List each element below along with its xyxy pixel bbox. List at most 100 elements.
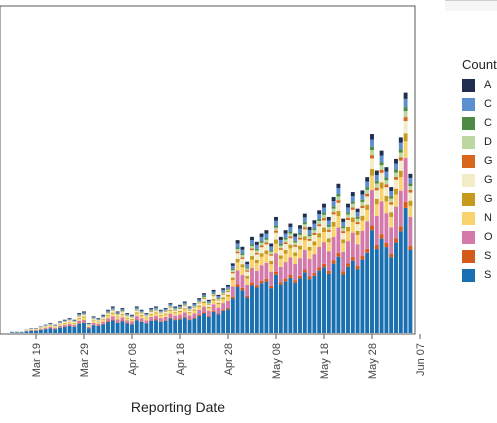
bar-segment: [221, 297, 225, 299]
bar-segment: [39, 328, 43, 329]
bar-segment: [394, 180, 398, 189]
bar-segment: [370, 190, 374, 225]
bar-segment: [356, 266, 360, 269]
bar-segment: [96, 319, 100, 320]
bar-segment: [101, 315, 105, 316]
bar-segment: [48, 324, 52, 325]
bar-segment: [327, 225, 331, 227]
bar-segment: [87, 325, 91, 326]
bar-segment: [327, 217, 331, 220]
bar-segment: [250, 240, 254, 244]
bar-segment: [384, 184, 388, 187]
bar-segment: [360, 208, 364, 216]
legend-swatch: [462, 212, 475, 225]
bar-segment: [399, 177, 403, 191]
bar-segment: [408, 250, 412, 333]
bar-segment: [394, 159, 398, 164]
bar-segment: [255, 263, 259, 271]
bar-segment: [380, 170, 384, 173]
legend-item: N: [462, 212, 497, 226]
x-tick-label: Apr 28: [223, 343, 235, 375]
bar-segment: [168, 304, 172, 305]
bar-segment: [144, 320, 148, 323]
bar-segment: [260, 243, 264, 246]
bar-segment: [168, 311, 172, 314]
legend-item: S: [462, 250, 497, 264]
bar-segment: [149, 320, 153, 321]
bar-segment: [394, 243, 398, 333]
bar-segment: [212, 311, 216, 312]
legend-item: C: [462, 98, 497, 112]
bar-segment: [380, 151, 384, 156]
bar-segment: [351, 233, 355, 257]
bar-segment: [92, 316, 96, 317]
bar-segment: [120, 312, 124, 314]
bar-segment: [231, 280, 235, 286]
bar-segment: [370, 225, 374, 230]
bar-segment: [212, 299, 216, 301]
bar-segment: [293, 253, 297, 256]
bar-segment: [279, 244, 283, 246]
bar-segment: [82, 317, 86, 318]
bar-segment: [221, 310, 225, 311]
bar-segment: [140, 322, 144, 333]
bar-segment: [269, 254, 273, 256]
bar-segment: [245, 267, 249, 268]
bar-segment: [164, 317, 168, 320]
bar-segment: [207, 300, 211, 301]
bar-segment: [101, 324, 105, 325]
bar-segment: [346, 212, 350, 214]
bar-segment: [87, 326, 91, 327]
bar-segment: [370, 155, 374, 158]
bar-segment: [106, 322, 110, 333]
bar-segment: [380, 201, 384, 234]
bar-segment: [149, 315, 153, 317]
bar-segment: [317, 224, 321, 226]
bar-segment: [346, 231, 350, 241]
bar-segment: [370, 134, 374, 140]
bar-segment: [92, 317, 96, 318]
bar-segment: [341, 231, 345, 233]
bar-segment: [341, 274, 345, 333]
bar-segment: [125, 313, 129, 314]
bar-segment: [72, 325, 76, 327]
bar-segment: [226, 295, 230, 297]
bar-segment: [197, 299, 201, 301]
bar-segment: [269, 286, 273, 288]
bar-segment: [274, 228, 278, 231]
bar-segment: [77, 323, 81, 324]
legend-label: N: [484, 212, 492, 225]
bar-segment: [384, 213, 388, 243]
bar-segment: [178, 305, 182, 306]
bar-segment: [154, 316, 158, 320]
bar-segment: [144, 313, 148, 314]
bar-segment: [308, 236, 312, 239]
bar-segment: [322, 208, 326, 213]
bar-segment: [53, 327, 57, 328]
bar-segment: [274, 244, 278, 254]
bar-segment: [68, 322, 72, 323]
legend-item: G: [462, 155, 497, 169]
bar-segment: [63, 323, 67, 324]
bar-segment: [394, 195, 398, 207]
bar-segment: [77, 319, 81, 321]
bar-segment: [216, 300, 220, 302]
bar-segment: [250, 259, 254, 267]
bar-segment: [370, 158, 374, 169]
bar-segment: [130, 315, 134, 316]
bar-segment: [164, 320, 168, 321]
bar-segment: [384, 187, 388, 196]
bar-segment: [341, 233, 345, 239]
bar-segment: [336, 211, 340, 216]
bar-segment: [164, 309, 168, 310]
bar-segment: [260, 257, 264, 265]
bar-segment: [188, 316, 192, 320]
x-tick-label: Mar 19: [31, 343, 43, 377]
bar-segment: [288, 238, 292, 244]
bar-segment: [317, 233, 321, 237]
bar-segment: [207, 311, 211, 316]
bar-segment: [202, 312, 206, 313]
bar-segment: [303, 250, 307, 270]
bar-segment: [365, 190, 369, 194]
